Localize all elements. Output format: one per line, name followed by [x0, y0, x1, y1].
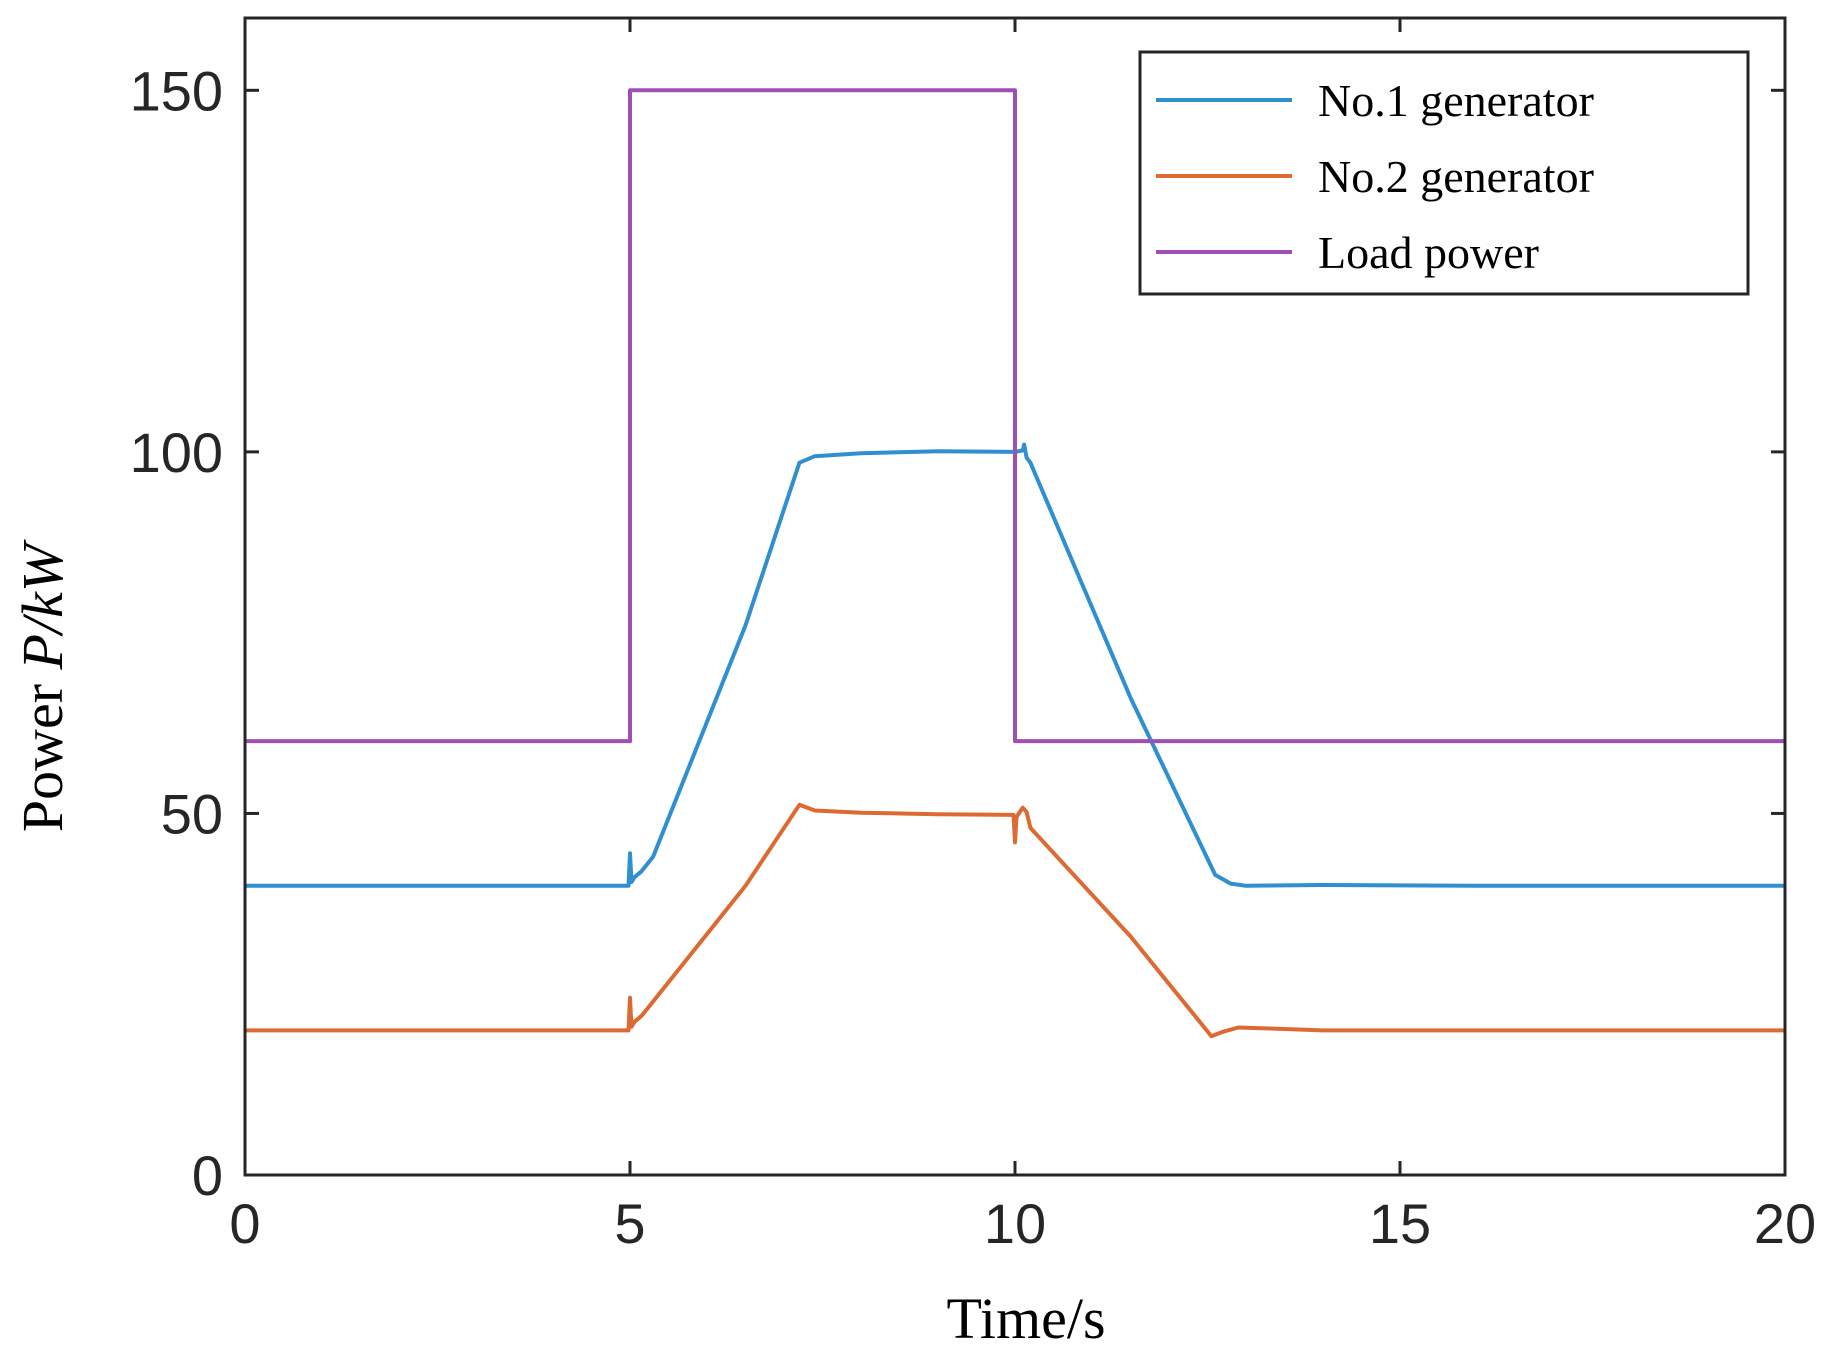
x-tick-label: 15: [1369, 1192, 1431, 1255]
y-axis-title-variable: P/kW: [10, 539, 75, 670]
legend-label: No.2 generator: [1318, 151, 1594, 202]
legend-label: No.1 generator: [1318, 75, 1594, 126]
series-layer: [245, 88, 1785, 1039]
x-tick-label: 0: [229, 1192, 260, 1255]
legend-label: Load power: [1318, 227, 1539, 278]
legend: No.1 generator No.2 generator Load power: [1138, 50, 1750, 296]
series-line-2: [245, 802, 1785, 1039]
y-tick-label: 100: [130, 421, 223, 484]
y-axis-title: Power P/kW: [10, 539, 75, 832]
x-tick-label: 20: [1754, 1192, 1816, 1255]
y-tick-label: 150: [130, 59, 223, 122]
x-tick-label: 10: [984, 1192, 1046, 1255]
y-tick-label: 0: [192, 1144, 223, 1207]
series-line-3: [245, 88, 1785, 744]
y-tick-label: 50: [161, 782, 223, 845]
axes-layer: 0 5 10 15 20 0 50 100 150: [130, 16, 1816, 1255]
x-tick-label: 5: [614, 1192, 645, 1255]
x-axis-title: Time/s: [946, 1286, 1105, 1351]
y-axis-title-prefix: Power: [10, 669, 75, 832]
